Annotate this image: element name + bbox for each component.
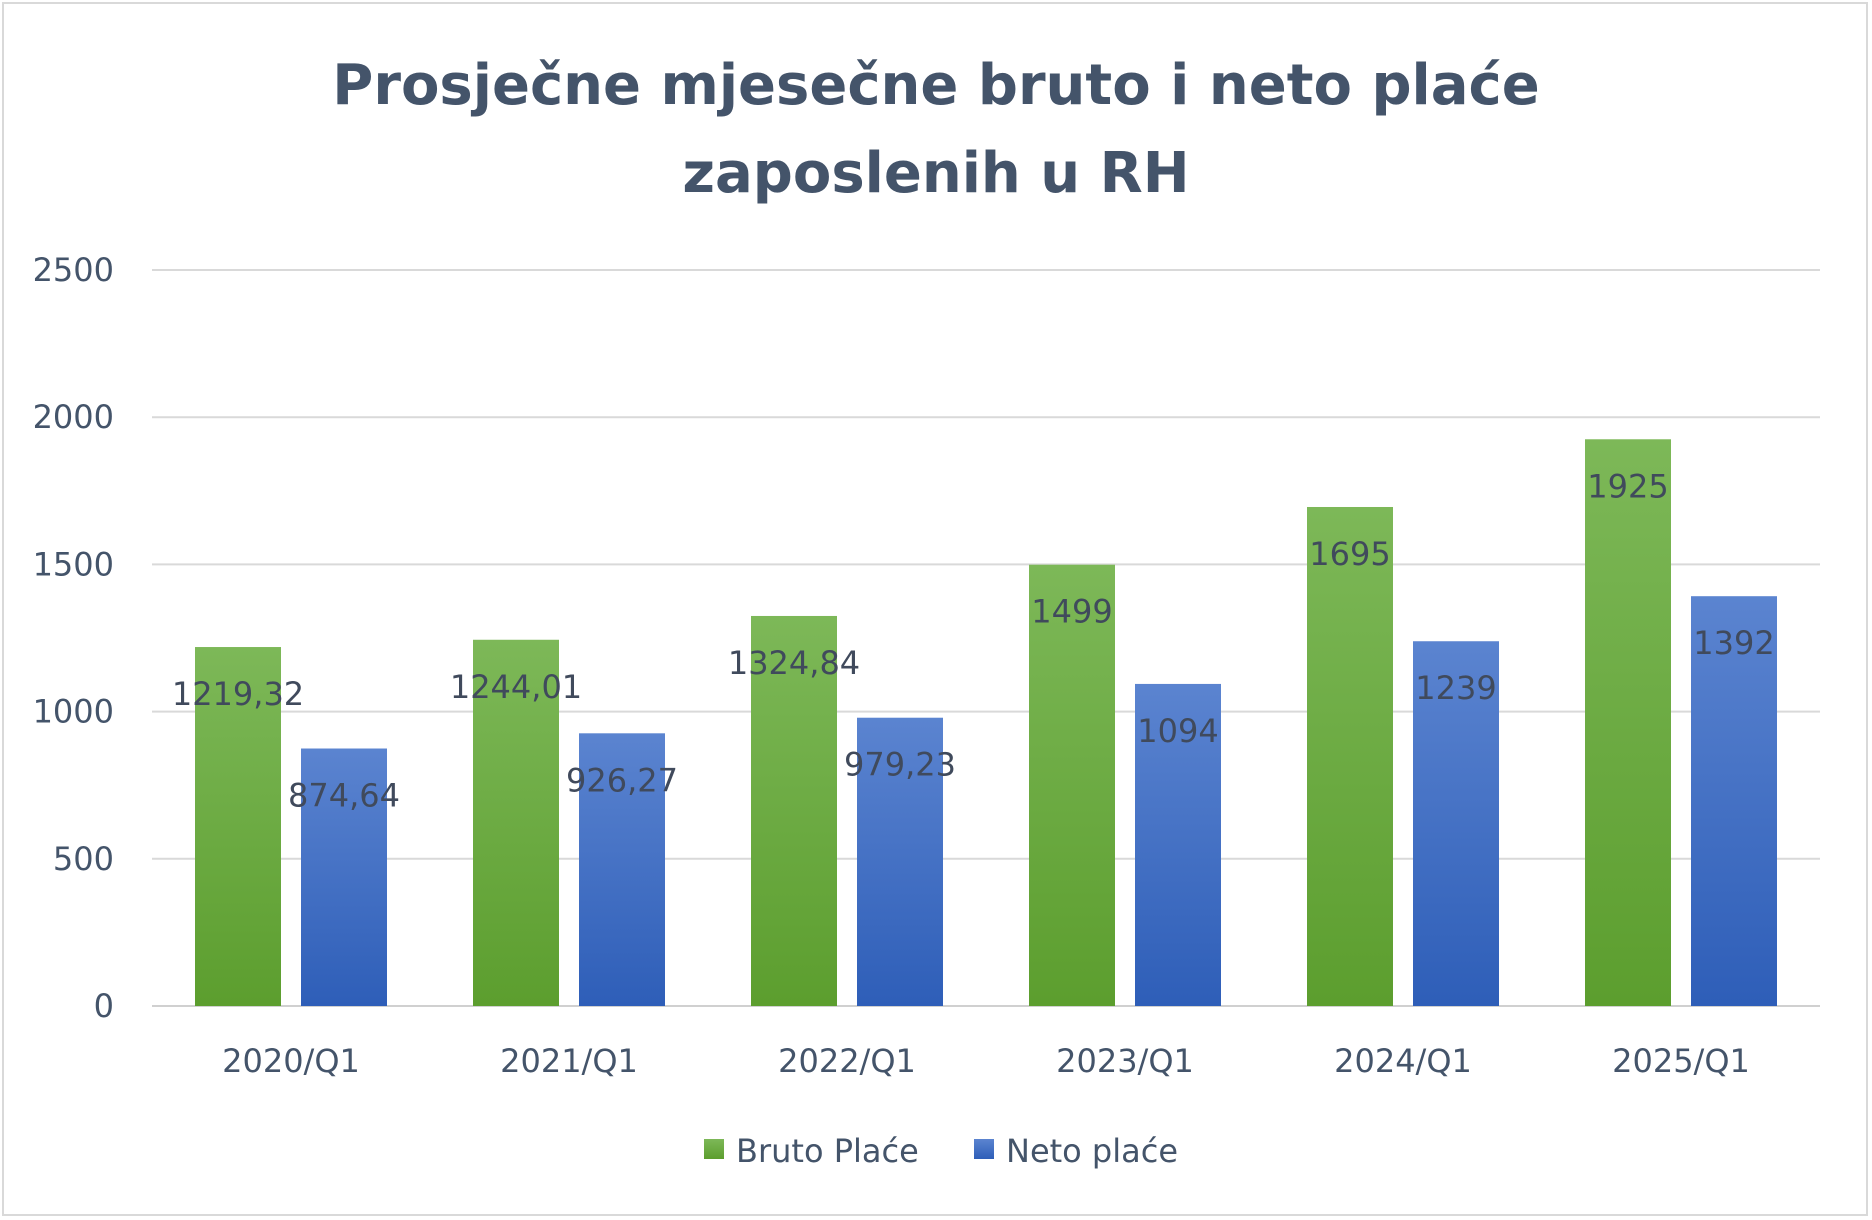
x-tick-label: 2020/Q1 [222,1042,360,1080]
neto-bar [579,733,665,1006]
bruto-bar [1029,564,1115,1006]
data-label: 1244,01 [450,668,582,706]
legend-label-neto: Neto plaće [1006,1132,1178,1170]
x-axis: 2020/Q1 2021/Q1 2022/Q1 2023/Q1 2024/Q1 2025/… [222,1042,1750,1080]
neto-bar [1413,641,1499,1006]
data-label: 926,27 [566,761,678,799]
chart-title-line-1: Prosječne mjesečne bruto i neto plaće [332,53,1540,118]
x-tick-label: 2024/Q1 [1334,1042,1472,1080]
data-label: 1695 [1309,535,1390,573]
x-tick-label: 2021/Q1 [500,1042,638,1080]
x-tick-label: 2022/Q1 [778,1042,916,1080]
legend-swatch-bruto [704,1139,724,1159]
x-tick-label: 2025/Q1 [1612,1042,1750,1080]
legend-label-bruto: Bruto Plaće [736,1132,919,1170]
bruto-bar [195,647,281,1006]
chart-title-line-2: zaposlenih u RH [682,141,1190,206]
y-tick-label: 2500 [33,251,114,289]
neto-bar [1135,683,1221,1006]
y-axis: 0 500 1000 1500 2000 2500 [33,251,114,1025]
data-label: 979,23 [844,746,956,784]
chart-title: Prosječne mjesečne bruto i neto plaće za… [0,42,1872,218]
bars [195,439,1777,1006]
y-tick-label: 0 [94,987,114,1025]
data-label: 874,64 [288,777,400,815]
data-label: 1094 [1137,712,1218,750]
bruto-bar [473,639,559,1006]
y-tick-label: 1000 [33,693,114,731]
bruto-bar [1307,506,1393,1006]
y-tick-label: 1500 [33,545,114,583]
bruto-bar [751,615,837,1006]
gridlines [152,269,1820,1007]
bruto-bar [1585,439,1671,1006]
data-label: 1219,32 [172,675,304,713]
data-label: 1324,84 [728,644,860,682]
neto-bar [857,717,943,1006]
data-label: 1925 [1587,467,1668,505]
neto-bar [1691,596,1777,1006]
y-tick-label: 2000 [33,398,114,436]
data-label: 1499 [1031,593,1112,631]
data-label: 1392 [1693,624,1774,662]
neto-bar [301,748,387,1006]
data-labels: 1219,32 874,64 1244,01 926,27 1324,84 979,23 1… [172,467,1775,814]
y-tick-label: 500 [53,840,114,878]
x-tick-label: 2023/Q1 [1056,1042,1194,1080]
legend-swatch-neto [974,1139,994,1159]
legend: Bruto Plaće Neto plaće [704,1132,1178,1170]
data-label: 1239 [1415,669,1496,707]
